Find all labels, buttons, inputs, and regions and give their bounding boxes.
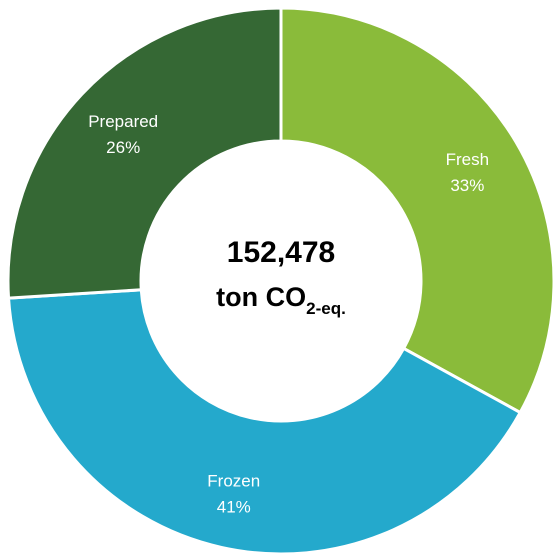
- slice-prepared: [6, 6, 283, 300]
- slice-value-prepared: 26%: [106, 138, 140, 157]
- slice-fresh: [279, 6, 554, 415]
- slice-label-prepared: Prepared: [88, 112, 158, 131]
- center-unit-subscript: 2-eq.: [306, 299, 346, 318]
- slice-label-fresh: Fresh: [446, 150, 489, 169]
- slice-frozen: [6, 288, 523, 556]
- slice-value-fresh: 33%: [450, 176, 484, 195]
- donut-slices: [6, 6, 554, 556]
- center-unit: ton CO2-eq.: [216, 282, 346, 318]
- slice-value-frozen: 41%: [217, 497, 251, 516]
- slice-label-frozen: Frozen: [207, 471, 260, 490]
- slice-labels: Fresh 33% Frozen 41% Prepared 26%: [88, 112, 489, 516]
- center-label: 152,478 ton CO2-eq.: [216, 236, 346, 318]
- center-unit-prefix: ton CO: [216, 282, 306, 312]
- center-total: 152,478: [227, 236, 335, 269]
